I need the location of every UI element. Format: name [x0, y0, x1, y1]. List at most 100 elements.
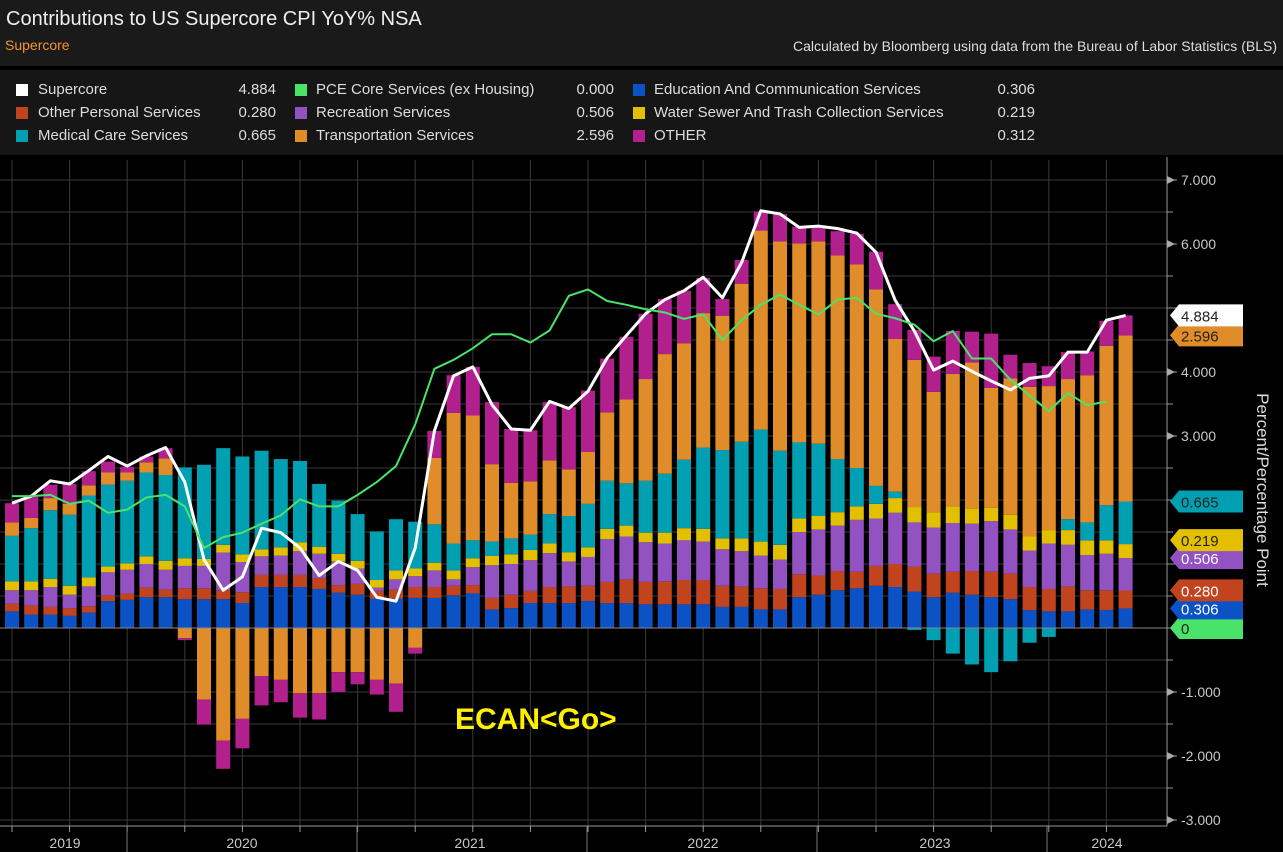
- value-tag-label: 0.506: [1181, 551, 1219, 568]
- bar-segment: [561, 407, 576, 470]
- bar-segment: [657, 532, 672, 544]
- bar-segment: [888, 498, 903, 513]
- bar-segment: [197, 588, 211, 600]
- bar-segment: [216, 544, 231, 553]
- legend-label: PCE Core Services (ex Housing): [316, 81, 535, 98]
- bar-segment: [120, 569, 135, 594]
- legend-label: Supercore: [38, 81, 108, 98]
- bar-segment: [561, 561, 576, 587]
- legend-value: 0.219: [997, 104, 1035, 121]
- bar-segment: [177, 628, 192, 639]
- bar-segment: [389, 570, 403, 580]
- bar-segment: [773, 544, 787, 560]
- bar-segment: [43, 498, 58, 511]
- bar-segment: [1003, 573, 1018, 600]
- bar-segment: [1099, 610, 1114, 628]
- bar-segment: [81, 586, 96, 607]
- bar-segment: [1003, 529, 1018, 574]
- bar-segment: [427, 562, 442, 571]
- value-tag-shape: [1170, 529, 1243, 552]
- bar-segment: [907, 591, 922, 628]
- bar-segment: [542, 460, 557, 515]
- bar-segment: [427, 570, 442, 588]
- bar-segment: [235, 628, 250, 719]
- bar-segment: [408, 647, 423, 654]
- bar-segment: [62, 503, 77, 515]
- bar-segment: [273, 628, 288, 680]
- bar-segment: [830, 571, 845, 591]
- bar-segment: [792, 243, 807, 443]
- value-tag-label: 4.884: [1181, 308, 1219, 325]
- bar-segment: [734, 606, 749, 628]
- bar-segment: [485, 565, 499, 598]
- bar-segment: [1041, 588, 1056, 612]
- legend-swatch: [295, 130, 307, 142]
- bar-segment: [965, 508, 979, 524]
- bar-segment: [24, 614, 39, 628]
- bar-segment: [811, 594, 826, 628]
- legend-value: 0.000: [576, 81, 614, 98]
- legend-label: OTHER: [654, 127, 707, 144]
- bar-segment: [101, 595, 115, 602]
- bar-segment: [446, 579, 461, 586]
- bar-segment: [139, 472, 154, 557]
- legend-label: Education And Communication Services: [654, 81, 921, 98]
- bar-segment: [465, 593, 480, 628]
- bar-segment: [254, 549, 269, 557]
- bar-segment: [24, 590, 39, 606]
- bar-segment: [523, 603, 538, 628]
- legend-swatch: [633, 130, 645, 142]
- bar-segment: [830, 459, 845, 513]
- bar-segment: [504, 554, 519, 564]
- bar-segment: [792, 532, 807, 575]
- bar-segment: [312, 693, 327, 720]
- bar-segment: [1041, 543, 1056, 589]
- bar-segment: [542, 514, 557, 544]
- bar-segment: [254, 556, 269, 575]
- bar-segment: [197, 565, 211, 589]
- bar-segment: [504, 594, 519, 609]
- bar-segment: [81, 612, 96, 628]
- bar-segment: [101, 484, 115, 567]
- bar-segment: [811, 443, 826, 516]
- bar-segment: [177, 558, 192, 566]
- bar-segment: [1061, 530, 1075, 545]
- bar-segment: [273, 459, 288, 548]
- bar-segment: [984, 628, 999, 673]
- y-tick-label: 6.000: [1181, 236, 1216, 252]
- bar-segment: [254, 574, 269, 588]
- bar-segment: [581, 585, 595, 602]
- y-tick-arrow: [1167, 816, 1175, 824]
- bar-segment: [715, 538, 730, 550]
- bar-segment: [830, 512, 845, 526]
- bar-segment: [965, 362, 979, 509]
- bar-segment: [869, 503, 883, 519]
- bar-segment: [158, 597, 173, 628]
- bar-segment: [581, 556, 595, 586]
- bar-segment: [62, 484, 77, 504]
- y-tick-arrow: [1167, 688, 1175, 696]
- bar-segment: [350, 628, 365, 673]
- legend-label: Other Personal Services: [38, 104, 201, 121]
- bar-segment: [849, 233, 864, 265]
- value-tag-shape: [1170, 324, 1243, 347]
- chart-subtitle: Supercore: [5, 37, 70, 53]
- x-tick-label: 2023: [919, 835, 950, 851]
- bar-segment: [638, 532, 653, 543]
- bar-segment: [1003, 628, 1018, 662]
- legend-label: Water Sewer And Trash Collection Service…: [654, 104, 944, 121]
- bar-segment: [1061, 519, 1075, 531]
- bar-segment: [945, 373, 960, 507]
- bar-segment: [120, 563, 135, 570]
- bar-segment: [177, 588, 192, 600]
- bar-segment: [1041, 386, 1056, 531]
- bar-segment: [389, 579, 403, 590]
- bar-segment: [849, 588, 864, 628]
- legend-label: Recreation Services: [316, 104, 451, 121]
- bar-segment: [1061, 544, 1075, 587]
- bar-segment: [523, 481, 538, 535]
- bar-segment: [926, 573, 941, 598]
- bar-segment: [408, 587, 423, 598]
- bar-segment: [24, 581, 39, 591]
- bar-segment: [81, 577, 96, 587]
